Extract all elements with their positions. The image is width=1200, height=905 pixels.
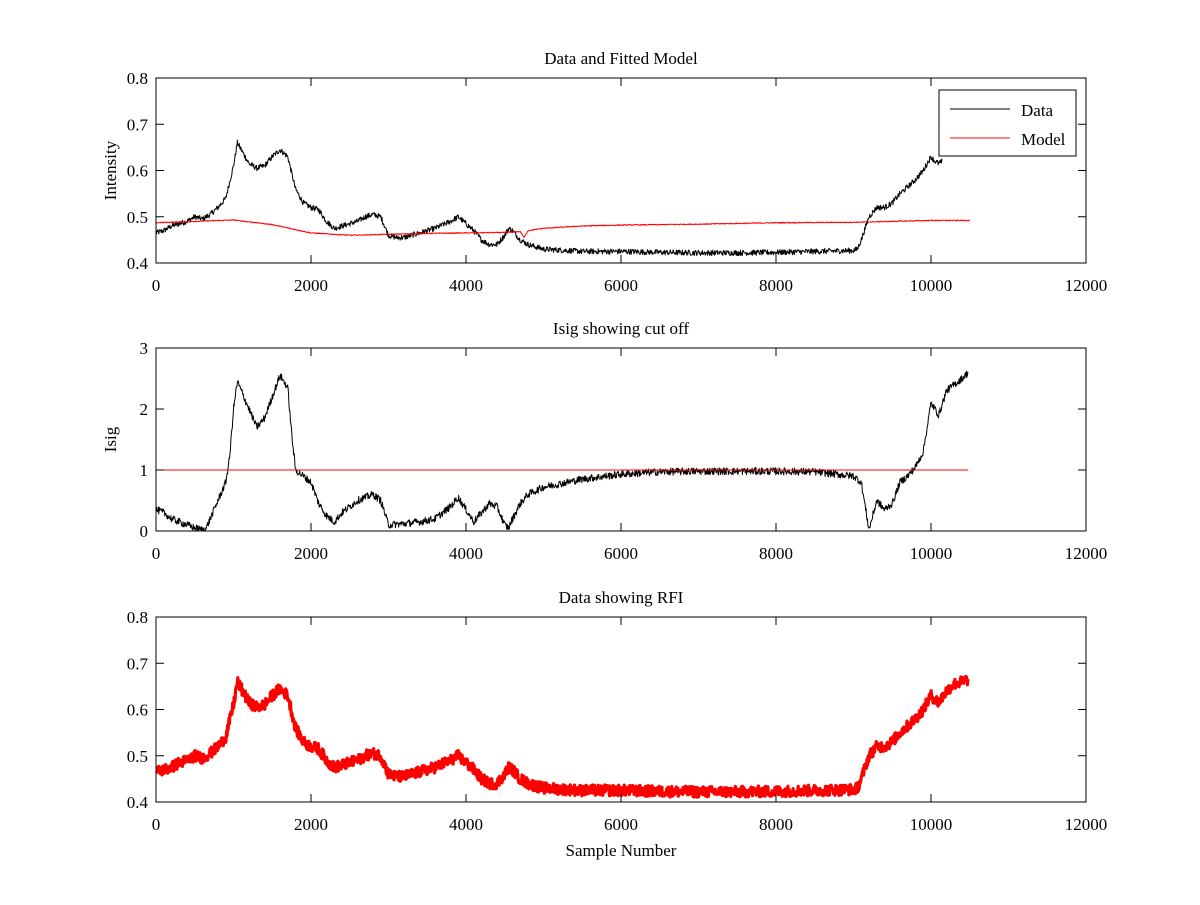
x-tick-label: 6000 <box>604 815 638 834</box>
x-tick-label: 2000 <box>294 276 328 295</box>
y-tick-label: 0.5 <box>127 208 148 227</box>
plot-area: 0 2000 4000 6000 8000 10000 12000 0.4 0.5 0.6 0.7 0… <box>127 69 1108 295</box>
plot-isig-cutoff: Isig showing cut off Isig 0 2000 4000 6000 8… <box>101 319 1107 563</box>
legend-label-model: Model <box>1021 130 1066 149</box>
y-tick-label: 3 <box>140 339 149 358</box>
x-tick-label: 4000 <box>449 544 483 563</box>
x-tick-label: 0 <box>152 276 161 295</box>
y-axis-label: Isig <box>101 426 120 452</box>
legend-label-data: Data <box>1021 101 1054 120</box>
x-tick-label: 10000 <box>910 276 953 295</box>
y-tick-label: 0.6 <box>127 162 148 181</box>
x-tick-label: 10000 <box>910 815 953 834</box>
legend-box <box>938 89 1077 157</box>
y-tick-label: 1 <box>140 461 149 480</box>
y-tick-label: 0.6 <box>127 701 148 720</box>
x-tick-label: 8000 <box>759 544 793 563</box>
x-tick-label: 4000 <box>449 815 483 834</box>
series-line <box>156 370 969 531</box>
y-tick-label: 0.5 <box>127 747 148 766</box>
series-line <box>156 674 970 799</box>
x-tick-label: 2000 <box>294 815 328 834</box>
y-tick-label: 2 <box>140 400 149 419</box>
plot-area: 0 2000 4000 6000 8000 10000 12000 0.4 0.5 0.6 0.7 0… <box>127 608 1108 834</box>
x-tick-label: 12000 <box>1065 544 1108 563</box>
y-tick-label: 0.4 <box>127 254 149 273</box>
chart-title: Isig showing cut off <box>553 319 689 338</box>
series-line-data <box>156 139 943 257</box>
x-tick-label: 6000 <box>604 544 638 563</box>
plot-rfi: Data showing RFI Sample Number 0 2000 4000… <box>127 588 1108 860</box>
x-tick-label: 8000 <box>759 276 793 295</box>
plot-area: 0 2000 4000 6000 8000 10000 12000 0 1 2 3 <box>140 339 1108 563</box>
y-tick-label: 0 <box>140 522 149 541</box>
x-tick-label: 8000 <box>759 815 793 834</box>
chart-title: Data showing RFI <box>559 588 684 607</box>
x-tick-label: 0 <box>152 815 161 834</box>
chart-title: Data and Fitted Model <box>544 49 698 68</box>
x-tick-label: 4000 <box>449 276 483 295</box>
x-tick-label: 6000 <box>604 276 638 295</box>
y-tick-label: 0.7 <box>127 654 149 673</box>
x-axis-label: Sample Number <box>566 841 677 860</box>
x-tick-label: 10000 <box>910 544 953 563</box>
plot-intensity-fit: Data and Fitted Model Intensity 0 2000 400… <box>101 49 1107 295</box>
y-tick-label: 0.4 <box>127 793 149 812</box>
y-axis-label: Intensity <box>101 140 120 200</box>
series-line-model <box>156 219 971 238</box>
legend: Data Model <box>938 89 1077 157</box>
x-tick-label: 0 <box>152 544 161 563</box>
y-tick-label: 0.8 <box>127 608 148 627</box>
y-tick-label: 0.7 <box>127 115 149 134</box>
y-tick-label: 0.8 <box>127 69 148 88</box>
x-tick-label: 12000 <box>1065 276 1108 295</box>
x-tick-label: 2000 <box>294 544 328 563</box>
x-tick-label: 12000 <box>1065 815 1108 834</box>
